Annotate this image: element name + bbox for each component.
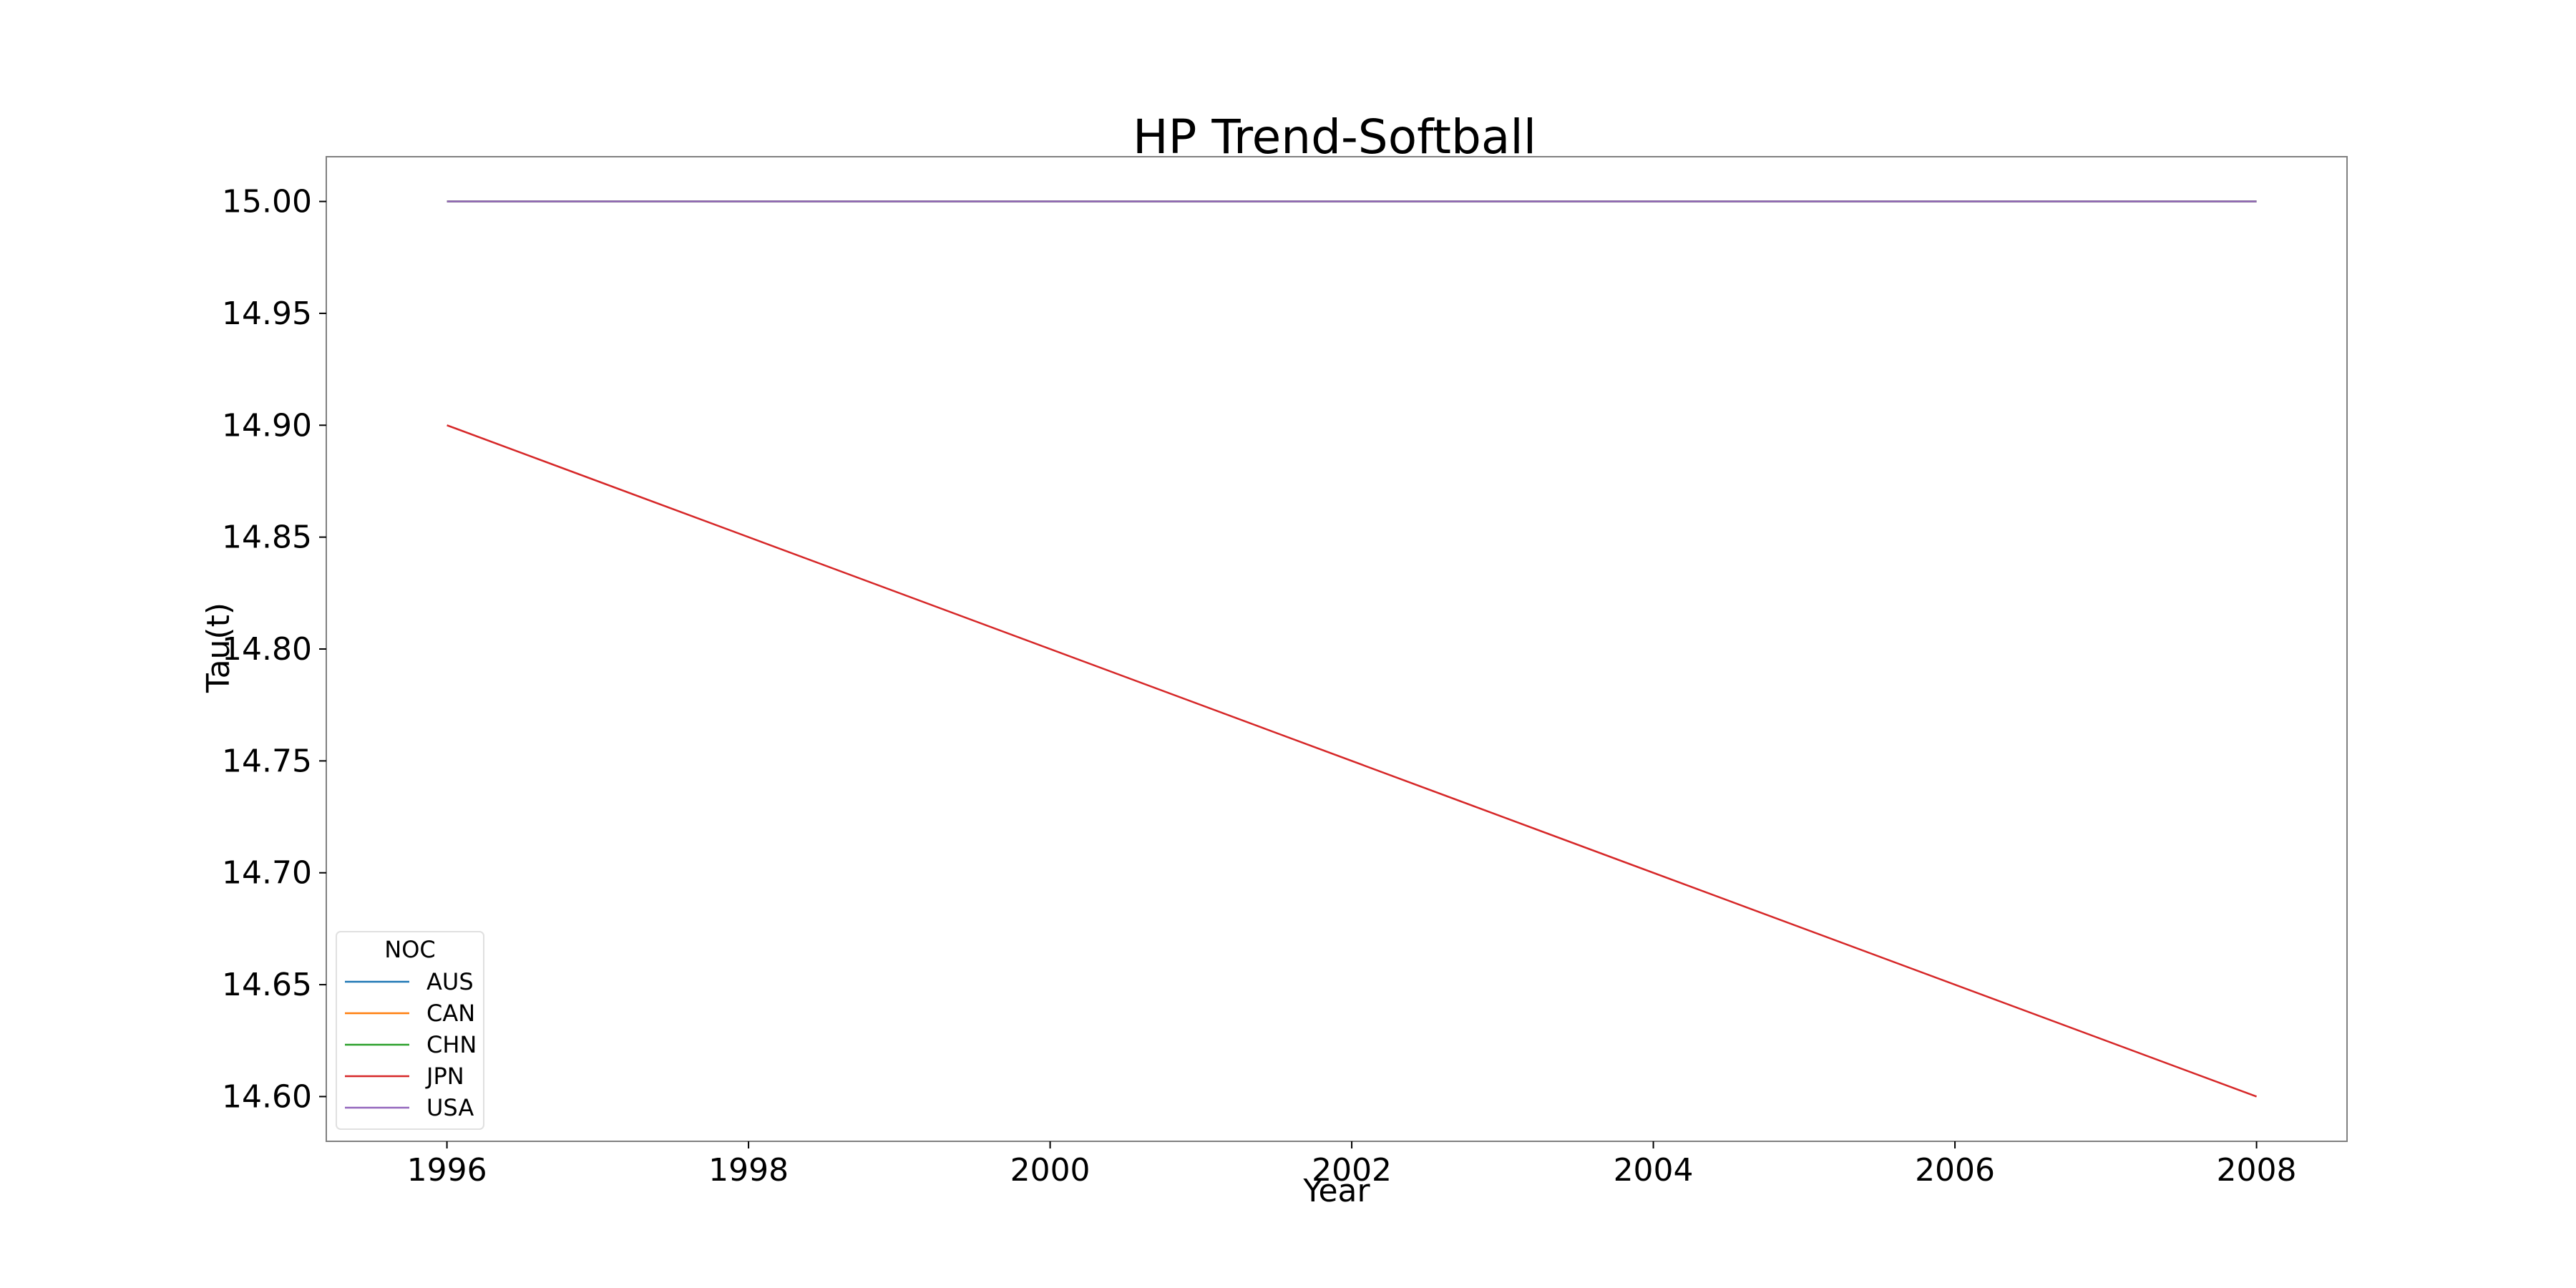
y-tick-label: 14.75 <box>222 743 312 779</box>
x-tick-label: 2004 <box>1614 1152 1694 1189</box>
x-tick-label: 2008 <box>2217 1152 2297 1189</box>
legend-label-usa: USA <box>426 1094 474 1121</box>
series-layer <box>447 200 2257 1098</box>
y-tick-label: 14.85 <box>222 519 312 556</box>
chart-title: HP Trend-Softball <box>1133 109 1536 165</box>
y-tick-label: 14.65 <box>222 967 312 1003</box>
x-tick-label: 1998 <box>708 1152 789 1189</box>
x-tick-label: 1996 <box>407 1152 487 1189</box>
y-tick-label: 14.95 <box>222 296 312 332</box>
series-line-jpn <box>447 424 2257 1098</box>
legend-label-can: CAN <box>426 1000 475 1027</box>
legend-title: NOC <box>384 936 435 963</box>
legend-items: AUS CAN CHN JPN USA <box>345 968 477 1121</box>
y-axis-ticks: 14.60 14.65 14.70 14.75 14.80 14.85 14.90 14.95… <box>222 184 326 1115</box>
y-tick-label: 15.00 <box>222 184 312 220</box>
x-tick-label: 2000 <box>1010 1152 1091 1189</box>
x-axis-ticks: 1996 1998 2000 2002 2004 2006 2008 <box>407 1141 2297 1189</box>
x-tick-label: 2002 <box>1312 1152 1392 1189</box>
legend: NOC AUS CAN CHN JPN USA <box>336 931 484 1130</box>
y-tick-label: 14.60 <box>222 1078 312 1115</box>
y-tick-label: 14.80 <box>222 631 312 668</box>
y-tick-label: 14.90 <box>222 407 312 444</box>
legend-label-chn: CHN <box>426 1031 477 1058</box>
legend-label-aus: AUS <box>426 968 474 995</box>
y-axis-label: Tau(t) <box>200 602 237 693</box>
x-axis-label: Year <box>1302 1173 1370 1209</box>
plot-area-frame <box>326 156 2348 1142</box>
x-tick-label: 2006 <box>1915 1152 1995 1189</box>
y-tick-label: 14.70 <box>222 855 312 892</box>
legend-label-jpn: JPN <box>425 1063 464 1090</box>
